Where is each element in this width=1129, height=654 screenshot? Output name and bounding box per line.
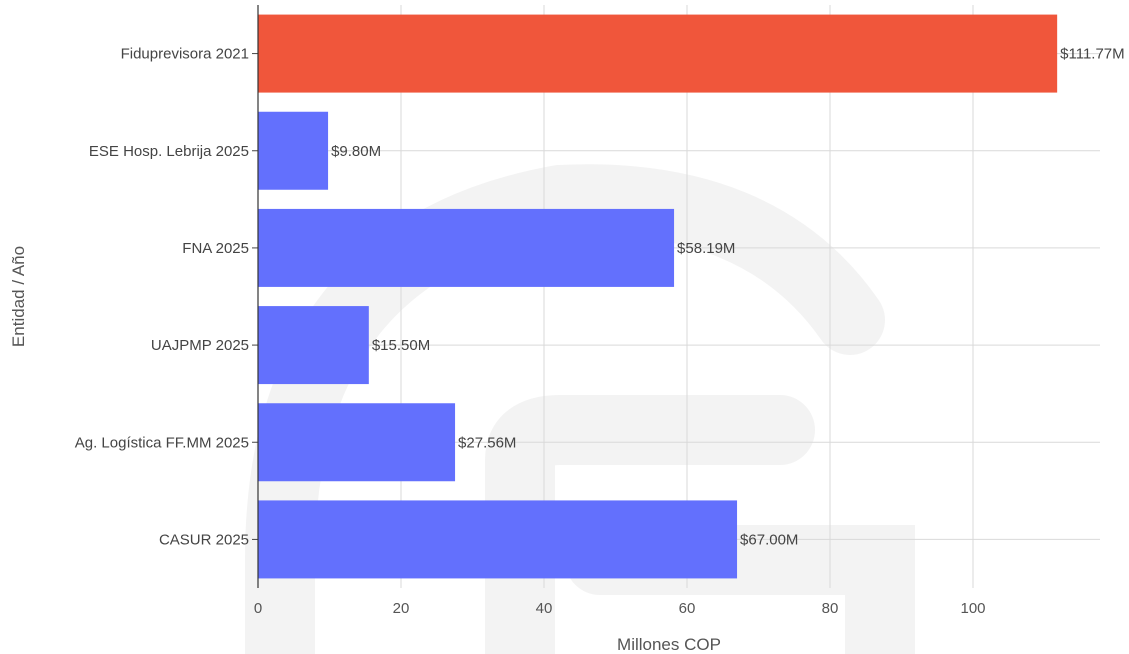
x-tick-label: 20 <box>393 600 410 617</box>
data-label: $111.77M <box>1060 46 1125 63</box>
category-label: ESE Hosp. Lebrija 2025 <box>89 143 249 160</box>
bar <box>258 208 675 287</box>
x-axis-title: Millones COP <box>617 635 721 654</box>
data-label: $67.00M <box>740 531 798 548</box>
bar <box>258 111 329 190</box>
y-axis-title: Entidad / Año <box>9 246 28 347</box>
x-tick-labels: 0 20 40 60 80 100 <box>254 600 986 617</box>
bar <box>258 306 369 385</box>
category-label: UAJPMP 2025 <box>151 337 249 354</box>
data-labels: $111.77M $9.80M $58.19M $15.50M $27.56M $67.0… <box>331 46 1125 549</box>
x-tick-label: 80 <box>822 600 839 617</box>
bar <box>258 403 456 482</box>
category-label: Fiduprevisora 2021 <box>121 46 249 63</box>
bars <box>258 14 1058 579</box>
bar <box>258 500 738 579</box>
x-tick-label: 100 <box>960 600 985 617</box>
data-label: $58.19M <box>677 240 735 257</box>
category-label: CASUR 2025 <box>159 531 249 548</box>
x-tick-label: 0 <box>254 600 262 617</box>
data-label: $27.56M <box>458 434 516 451</box>
bar <box>258 14 1058 93</box>
data-label: $9.80M <box>331 143 381 160</box>
category-labels: Fiduprevisora 2021 ESE Hosp. Lebrija 2025… <box>75 46 249 549</box>
x-tick-label: 40 <box>536 600 553 617</box>
category-label: Ag. Logística FF.MM 2025 <box>75 434 249 451</box>
category-label: FNA 2025 <box>182 240 249 257</box>
x-tick-label: 60 <box>679 600 696 617</box>
data-label: $15.50M <box>372 337 430 354</box>
